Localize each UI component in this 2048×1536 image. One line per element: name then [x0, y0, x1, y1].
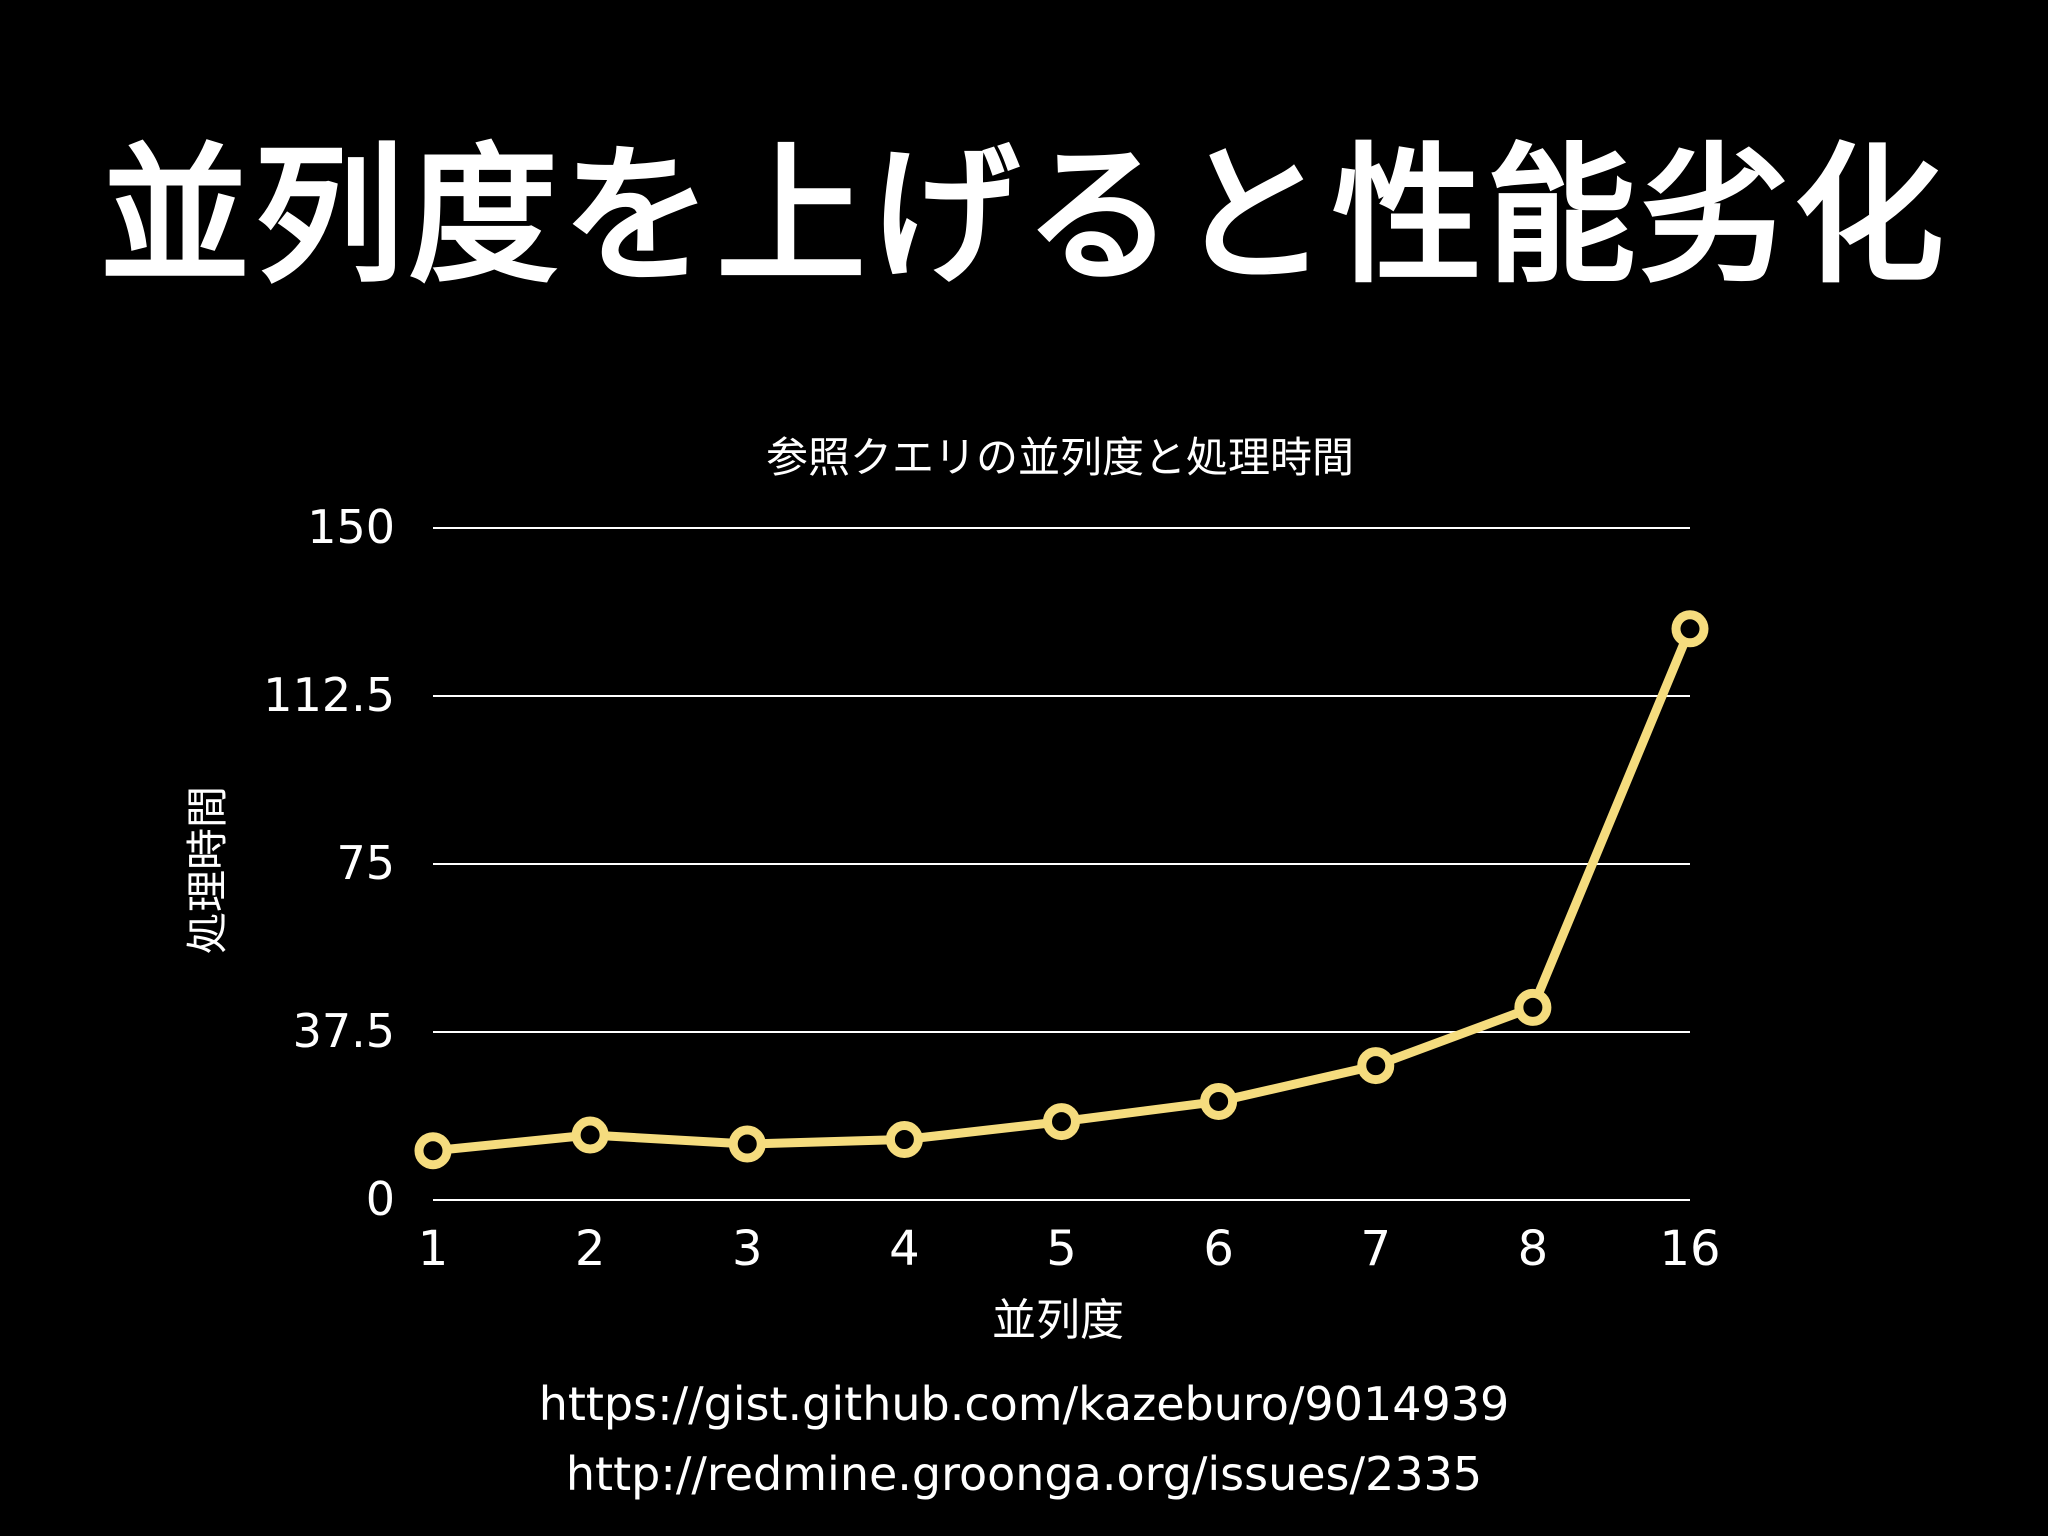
data-point — [885, 1121, 923, 1159]
x-axis-ticks: 1 2 3 4 5 6 7 8 16 — [418, 1221, 1721, 1277]
x-tick-label: 5 — [1046, 1221, 1077, 1277]
data-point — [1043, 1103, 1080, 1141]
chart-title: 参照クエリの並列度と処理時間 — [766, 433, 1354, 482]
y-tick-label: 112.5 — [263, 668, 395, 722]
x-tick-label: 3 — [732, 1221, 763, 1277]
data-point — [1200, 1082, 1238, 1120]
source-link-gist[interactable]: https://gist.github.com/kazeburo/9014939 — [538, 1377, 1510, 1431]
y-axis-ticks: 0 37.5 75 112.5 150 — [263, 500, 395, 1226]
data-point — [571, 1116, 609, 1154]
source-link-redmine[interactable]: http://redmine.groonga.org/issues/2335 — [565, 1447, 1483, 1501]
gridlines — [433, 527, 1690, 1201]
x-tick-label: 16 — [1659, 1221, 1720, 1277]
x-axis-label: 並列度 — [992, 1295, 1124, 1346]
series-layer — [414, 610, 1709, 1170]
x-tick-label: 7 — [1360, 1221, 1391, 1277]
x-tick-label: 1 — [418, 1221, 449, 1277]
y-tick-label: 150 — [307, 500, 395, 554]
x-tick-label: 8 — [1518, 1221, 1549, 1277]
y-axis-label: 処理時間 — [183, 786, 232, 954]
data-point — [1357, 1047, 1395, 1085]
slide-title: 並列度を上げると性能劣化 — [99, 130, 1948, 304]
x-tick-label: 6 — [1203, 1221, 1234, 1277]
data-point — [728, 1125, 766, 1163]
y-tick-label: 75 — [336, 836, 395, 890]
series-line — [428, 624, 1695, 1156]
data-point — [414, 1132, 452, 1170]
y-tick-label: 0 — [366, 1172, 395, 1226]
y-tick-label: 37.5 — [293, 1004, 395, 1058]
data-point — [1514, 988, 1552, 1026]
x-tick-label: 4 — [889, 1221, 920, 1277]
data-point — [1671, 610, 1709, 648]
x-tick-label: 2 — [575, 1221, 606, 1277]
